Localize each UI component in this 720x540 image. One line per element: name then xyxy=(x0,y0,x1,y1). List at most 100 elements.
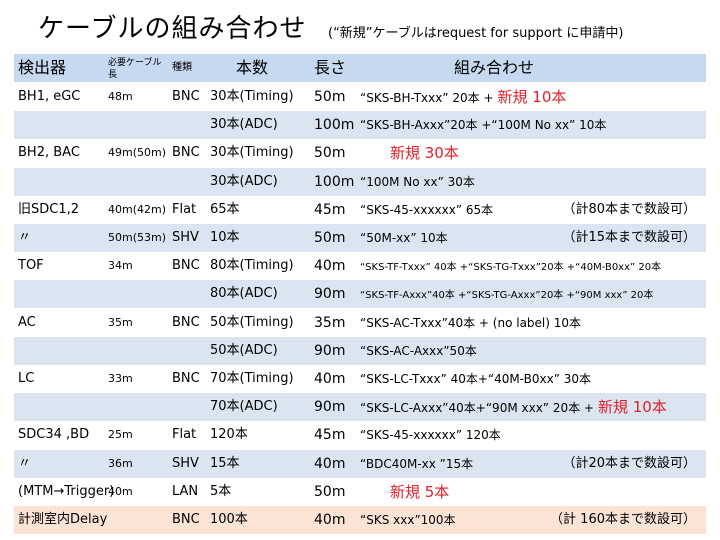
length-cell: 90m xyxy=(314,286,346,303)
new-cable-label: 新規 10本 xyxy=(497,88,567,106)
capacity-note: （計15本まで数設可） xyxy=(562,230,696,245)
needed-length-cell xyxy=(108,280,170,308)
needed-length-cell: 40m xyxy=(108,484,133,498)
capacity-note: （計20本まで数設可） xyxy=(562,455,696,471)
needed-length-cell: 25m xyxy=(108,428,133,442)
detector-cell: 計測室内Delay xyxy=(18,512,108,527)
combination-cell: “SKS-LC-Axxx”40本+“90M xxx” 20本 + 新規 10本 xyxy=(360,393,706,421)
type-cell: BNC xyxy=(172,314,200,330)
combination-text: “SKS-AC-Txxx”40本 + (no label) 10本 xyxy=(360,315,582,330)
length-cell: 40m xyxy=(314,371,346,387)
type-cell: BNC xyxy=(172,258,200,274)
detector-cell: 旧SDC1,2 xyxy=(18,201,80,217)
combination-text: “100M No xx” 30本 xyxy=(360,174,475,189)
length-cell: 50m xyxy=(314,89,346,105)
table-row: 30本(ADC) 100m “100M No xx” 30本 xyxy=(14,167,706,196)
capacity-note: （計80本まで数設可） xyxy=(562,201,696,217)
count-cell: 30本(ADC) xyxy=(210,117,278,133)
count-cell: 120本 xyxy=(210,427,248,443)
combination-cell: “SKS-AC-Txxx”40本 + (no label) 10本 xyxy=(360,309,706,337)
needed-length-cell: 48m xyxy=(108,90,133,103)
detector-cell: LC xyxy=(18,371,35,386)
combination-text: “50M-xx” 10本 xyxy=(360,231,448,245)
combination-cell: “100M No xx” 30本 xyxy=(360,168,706,196)
combination-cell: “SKS-45-xxxxxx” 65本 （計80本まで数設可） xyxy=(360,196,706,224)
combination-text: “BDC40M-xx ”15本 xyxy=(360,456,474,471)
header-count: 本数 xyxy=(236,58,269,77)
table-row: 80本(ADC) 90m “SKS-TF-Axxx”40本 +“SKS-TG-Axx… xyxy=(14,280,706,309)
needed-length-cell xyxy=(108,111,170,139)
detector-cell: SDC34 ,BD xyxy=(18,427,90,443)
header-length: 長さ xyxy=(314,58,347,77)
table-row: AC 35m BNC 50本(Timing) 35m “SKS-AC-Txxx”40本 +… xyxy=(14,309,706,337)
combination-text: “SKS-AC-Axxx”50本 xyxy=(360,343,477,358)
length-cell: 100m xyxy=(314,117,355,134)
detector-cell xyxy=(18,280,110,308)
combination-cell: “SKS xxx”100本 （計 160本まで数設可） xyxy=(360,506,706,534)
combination-cell: “BDC40M-xx ”15本 （計20本まで数設可） xyxy=(360,450,706,478)
header-needed-length: 必要ケーブル長 xyxy=(108,58,162,80)
needed-length-cell xyxy=(108,506,170,534)
type-cell: SHV xyxy=(172,230,199,245)
type-cell: Flat xyxy=(172,427,197,443)
length-cell: 90m xyxy=(314,342,346,359)
type-cell: BNC xyxy=(172,145,200,161)
count-cell: 80本(Timing) xyxy=(210,258,294,274)
combination-text: “SKS-45-xxxxxx” 65本 xyxy=(360,202,494,217)
count-cell: 70本(ADC) xyxy=(210,399,278,415)
length-cell: 35m xyxy=(314,314,346,331)
detector-cell: 〃 xyxy=(18,455,32,471)
detector-cell: (MTM→Trigger) xyxy=(18,483,115,499)
table-row: 70本(ADC) 90m “SKS-LC-Axxx”40本+“90M xxx” 20… xyxy=(14,393,706,422)
count-cell: 65本 xyxy=(210,201,240,217)
table-row: 計測室内Delay BNC 100本 40m “SKS xxx”100本 （計 160本ま… xyxy=(14,506,706,534)
table-row: 旧SDC1,2 40m(42m) Flat 65本 45m “SKS-45-xxxxxx”… xyxy=(14,196,706,224)
header-detector: 検出器 xyxy=(18,58,67,77)
detector-cell: AC xyxy=(18,314,36,330)
count-cell: 30本(Timing) xyxy=(210,145,294,161)
needed-length-cell: 33m xyxy=(108,372,133,385)
length-cell: 100m xyxy=(314,173,355,190)
type-cell xyxy=(172,393,214,421)
new-cable-label: 新規 10本 xyxy=(597,398,667,417)
combination-text: “SKS-LC-Txxx” 40本+“40M-B0xx” 30本 xyxy=(360,372,592,386)
table-row: TOF 34m BNC 80本(Timing) 40m “SKS-TF-Txxx” 40本… xyxy=(14,252,706,280)
combination-text: “SKS-BH-Axxx”20本 +“100M No xx” 10本 xyxy=(360,118,607,133)
length-cell: 45m xyxy=(314,427,346,444)
combination-cell: “SKS-TF-Axxx”40本 +“SKS-TG-Axxx”20本 +“90M… xyxy=(360,280,706,308)
type-cell: SHV xyxy=(172,455,199,471)
detector-cell xyxy=(18,337,110,365)
length-cell: 50m xyxy=(314,483,346,500)
combination-text: “SKS-TF-Txxx” 40本 +“SKS-TG-Txxx”20本 +“40… xyxy=(360,262,662,274)
type-cell xyxy=(172,337,214,365)
count-cell: 50本(ADC) xyxy=(210,342,278,358)
needed-length-cell: 36m xyxy=(108,456,133,470)
length-cell: 50m xyxy=(314,145,346,162)
detector-cell xyxy=(18,393,110,421)
table-row: LC 33m BNC 70本(Timing) 40m “SKS-LC-Txxx” 40本+… xyxy=(14,365,706,393)
combination-cell: “SKS-TF-Txxx” 40本 +“SKS-TG-Txxx”20本 +“40… xyxy=(360,252,706,280)
table-row: (MTM→Trigger) 40m LAN 5本 50m 新規 5本 xyxy=(14,478,706,506)
length-cell: 50m xyxy=(314,230,346,246)
type-cell: BNC xyxy=(172,512,200,527)
needed-length-cell: 35m xyxy=(108,315,133,329)
table-row: 30本(ADC) 100m “SKS-BH-Axxx”20本 +“100M No x… xyxy=(14,111,706,140)
needed-length-cell: 50m(53m) xyxy=(108,231,167,244)
combination-cell: “SKS-BH-Axxx”20本 +“100M No xx” 10本 xyxy=(360,111,706,139)
combination-text: “SKS-45-xxxxxx” 120本 xyxy=(360,428,501,443)
count-cell: 10本 xyxy=(210,230,240,245)
count-cell: 50本(Timing) xyxy=(210,314,294,330)
detector-cell: BH2, BAC xyxy=(18,145,80,161)
page-title: ケーブルの組み合わせ xyxy=(38,14,307,44)
count-cell: 30本(ADC) xyxy=(210,173,278,189)
page-subtitle: (“新規”ケーブルはrequest for support に申請中) xyxy=(328,26,624,41)
detector-cell xyxy=(18,111,110,139)
type-cell: LAN xyxy=(172,483,199,499)
needed-length-cell xyxy=(108,168,170,196)
needed-length-cell: 49m(50m) xyxy=(108,146,167,160)
table-row: BH2, BAC 49m(50m) BNC 30本(Timing) 50m 新規 30本 xyxy=(14,139,706,167)
table-row: BH1, eGC 48m BNC 30本(Timing) 50m “SKS-BH-Txxx… xyxy=(14,83,706,111)
count-cell: 70本(Timing) xyxy=(210,371,294,386)
table-header: 検出器 必要ケーブル長 種類 本数 長さ 組み合わせ xyxy=(14,54,706,82)
detector-cell xyxy=(18,168,110,196)
